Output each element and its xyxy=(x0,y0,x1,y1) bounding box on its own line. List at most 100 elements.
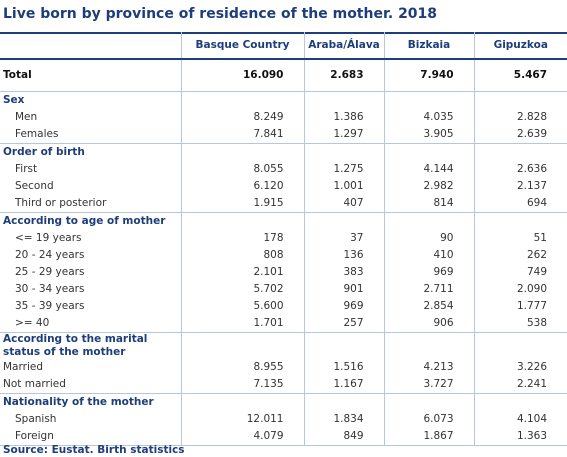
table-cell: 90 xyxy=(383,230,474,247)
section-heading-spacer xyxy=(473,393,567,411)
table-cell: 1.386 xyxy=(303,109,384,126)
table-row: Not married 7.135 1.167 3.727 2.241 xyxy=(0,376,567,394)
section-heading-spacer xyxy=(383,332,474,359)
section-heading-row: According to age of mother xyxy=(0,212,567,230)
row-label: Men xyxy=(15,111,38,123)
section-heading-spacer xyxy=(303,143,384,161)
table-cell: 4.213 xyxy=(383,359,474,376)
table-cell: 1.701 xyxy=(180,315,304,333)
table-row: 30 - 34 years 5.702 901 2.711 2.090 xyxy=(0,281,567,298)
table-cell: 3.905 xyxy=(383,126,474,144)
table-cell: 1.867 xyxy=(383,428,474,446)
section-heading-row: Nationality of the mother xyxy=(0,393,567,411)
section-heading-spacer xyxy=(383,143,474,161)
table-cell: 51 xyxy=(473,230,567,247)
table-cell: 2.090 xyxy=(473,281,567,298)
header-cell-araba-alava: Araba/Álava xyxy=(303,32,384,59)
table-row: 20 - 24 years 808 136 410 262 xyxy=(0,247,567,264)
section-heading-row: Sex xyxy=(0,91,567,109)
table-cell: 3.727 xyxy=(383,376,474,394)
section-heading-row: According to the marital status of the m… xyxy=(0,332,567,359)
section-heading-spacer xyxy=(303,212,384,230)
section-heading: According to age of mother xyxy=(0,212,181,230)
row-label: <= 19 years xyxy=(15,232,82,244)
section-heading: According to the marital status of the m… xyxy=(0,332,181,359)
table-cell: 7.135 xyxy=(180,376,304,394)
table-cell: 8.249 xyxy=(180,109,304,126)
section-heading-spacer xyxy=(473,332,567,359)
table-cell: 2.639 xyxy=(473,126,567,144)
table-cell: 1.363 xyxy=(473,428,567,446)
row-label: Foreign xyxy=(0,428,181,446)
table-cell: 5.467 xyxy=(473,58,567,92)
row-label: Spanish xyxy=(15,413,57,425)
table-cell: 8.955 xyxy=(180,359,304,376)
table-cell: 1.167 xyxy=(303,376,384,394)
section-heading-spacer xyxy=(383,393,474,411)
table-cell: 6.120 xyxy=(180,178,304,195)
table-row: 35 - 39 years 5.600 969 2.854 1.777 xyxy=(0,298,567,315)
table-cell: 2.982 xyxy=(383,178,474,195)
table-row: <= 19 years 178 37 90 51 xyxy=(0,230,567,247)
table-row: Spanish 12.011 1.834 6.073 4.104 xyxy=(0,411,567,428)
row-label: 20 - 24 years xyxy=(15,249,85,261)
table-row: >= 40 1.701 257 906 538 xyxy=(0,315,567,333)
table-cell: 808 xyxy=(180,247,304,264)
table-cell: 906 xyxy=(383,315,474,333)
table-cell: 8.055 xyxy=(180,161,304,178)
table-cell: 1.915 xyxy=(180,195,304,213)
table-cell: 2.683 xyxy=(303,58,384,92)
table-cell: 1.001 xyxy=(303,178,384,195)
table-cell: 901 xyxy=(303,281,384,298)
section-heading-spacer xyxy=(473,212,567,230)
table-row: Men 8.249 1.386 4.035 2.828 xyxy=(0,109,567,126)
table-cell: 12.011 xyxy=(180,411,304,428)
row-label: Third or posterior xyxy=(15,197,107,209)
row-label: Not married xyxy=(3,378,66,390)
section-heading: Nationality of the mother xyxy=(0,393,181,411)
table-cell: 7.940 xyxy=(383,58,474,92)
row-label: >= 40 xyxy=(15,317,50,329)
table-cell: 4.079 xyxy=(180,428,304,446)
table-cell: 4.104 xyxy=(473,411,567,428)
table-cell: 5.702 xyxy=(180,281,304,298)
header-cell-basque-country: Basque Country xyxy=(180,32,304,59)
live-born-table: Basque Country Araba/Álava Bizkaia Gipuz… xyxy=(0,32,567,446)
row-label: Second xyxy=(15,180,54,192)
table-row: Females 7.841 1.297 3.905 2.639 xyxy=(0,126,567,144)
table-cell: 257 xyxy=(303,315,384,333)
table-cell: 2.854 xyxy=(383,298,474,315)
table-row: 25 - 29 years 2.101 383 969 749 xyxy=(0,264,567,281)
table-cell: 2.241 xyxy=(473,376,567,394)
table-cell: 969 xyxy=(383,264,474,281)
table-cell: 969 xyxy=(303,298,384,315)
section-heading: Order of birth xyxy=(0,143,181,161)
table-row: First 8.055 1.275 4.144 2.636 xyxy=(0,161,567,178)
row-label: Females xyxy=(15,128,59,140)
table-row: Second 6.120 1.001 2.982 2.137 xyxy=(0,178,567,195)
section-heading-spacer xyxy=(180,393,304,411)
table-cell: 136 xyxy=(303,247,384,264)
table-cell: 2.101 xyxy=(180,264,304,281)
table-cell: 1.777 xyxy=(473,298,567,315)
table-cell: 16.090 xyxy=(180,58,304,92)
section-heading-spacer xyxy=(383,212,474,230)
section-heading: Sex xyxy=(0,91,181,109)
table-cell: 410 xyxy=(383,247,474,264)
table-cell: 4.035 xyxy=(383,109,474,126)
table-cell: 814 xyxy=(383,195,474,213)
table-cell: 262 xyxy=(473,247,567,264)
table-cell: 6.073 xyxy=(383,411,474,428)
header-row: Basque Country Araba/Álava Bizkaia Gipuz… xyxy=(0,32,567,59)
row-label: Married xyxy=(3,361,43,373)
table-cell: 1.516 xyxy=(303,359,384,376)
table-cell: 2.828 xyxy=(473,109,567,126)
section-heading-spacer xyxy=(180,332,304,359)
table-cell: 1.275 xyxy=(303,161,384,178)
table-cell: 2.711 xyxy=(383,281,474,298)
row-label: 30 - 34 years xyxy=(15,283,85,295)
section-heading-spacer xyxy=(303,393,384,411)
table-cell: 1.297 xyxy=(303,126,384,144)
section-heading-spacer xyxy=(180,91,304,109)
header-cell-bizkaia: Bizkaia xyxy=(383,32,474,59)
